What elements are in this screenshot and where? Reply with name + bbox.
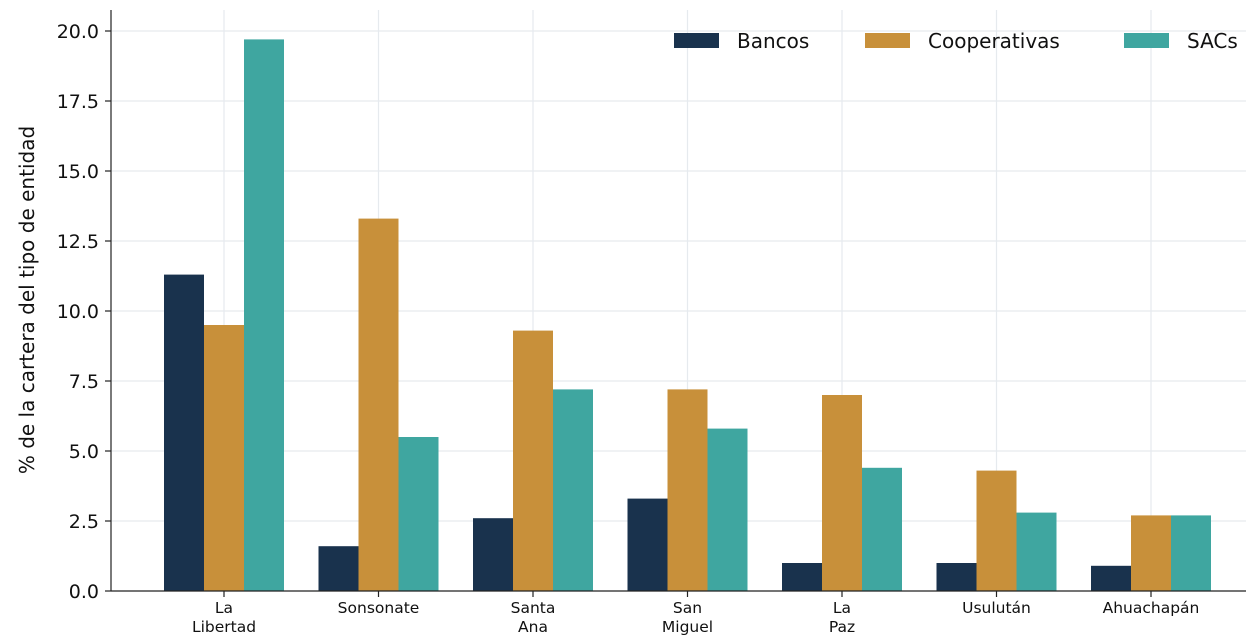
axes: 0.0 2.5 5.0 7.5 10.0 12.5 15.0 17.5 20.0 La Libert… xyxy=(57,10,1246,636)
y-tick-label: 20.0 xyxy=(57,21,99,43)
bar-cooperativas-4 xyxy=(822,395,862,591)
bar-bancos-1 xyxy=(318,546,359,591)
y-tick-label: 2.5 xyxy=(69,511,99,533)
bar-sacs-4 xyxy=(862,467,902,591)
bar-sacs-1 xyxy=(398,437,439,591)
bars xyxy=(164,39,1211,591)
bar-cooperativas-1 xyxy=(358,218,399,591)
bar-bancos-2 xyxy=(473,518,513,591)
legend-label-cooperativas: Cooperativas xyxy=(928,29,1060,53)
bar-cooperativas-3 xyxy=(667,389,708,591)
bar-cooperativas-0 xyxy=(204,325,244,591)
x-tick-label: La Libertad xyxy=(192,599,256,636)
bar-bancos-0 xyxy=(164,274,204,591)
bar-cooperativas-6 xyxy=(1131,515,1171,591)
legend-swatch-sacs xyxy=(1124,33,1169,48)
y-tick-label: 15.0 xyxy=(57,161,99,183)
x-tick-label: La Paz xyxy=(829,599,855,636)
y-tick-label: 7.5 xyxy=(69,371,99,393)
x-tick-label: Sonsonate xyxy=(338,599,420,617)
y-tick-label: 12.5 xyxy=(57,231,99,253)
bar-sacs-5 xyxy=(1016,512,1057,591)
y-tick-label: 0.0 xyxy=(69,581,99,603)
x-tick-label: San Miguel xyxy=(662,599,713,636)
y-tick-label: 5.0 xyxy=(69,441,99,463)
bar-bancos-3 xyxy=(627,498,668,591)
y-axis-title: % de la cartera del tipo de entidad xyxy=(15,126,39,474)
grid-lines xyxy=(111,10,1246,591)
x-tick-label: Usulután xyxy=(962,599,1031,617)
legend: Bancos Cooperativas SACs xyxy=(674,29,1238,53)
bar-sacs-3 xyxy=(707,428,748,591)
bar-bancos-4 xyxy=(782,563,822,591)
legend-swatch-cooperativas xyxy=(865,33,910,48)
legend-label-bancos: Bancos xyxy=(737,29,809,53)
bar-cooperativas-2 xyxy=(513,330,553,591)
bar-sacs-0 xyxy=(244,39,284,591)
bar-sacs-2 xyxy=(553,389,593,591)
legend-label-sacs: SACs xyxy=(1187,29,1238,53)
x-tick-label: Ahuachapán xyxy=(1103,599,1200,617)
y-tick-label: 17.5 xyxy=(57,91,99,113)
bar-sacs-6 xyxy=(1171,515,1211,591)
bar-bancos-6 xyxy=(1091,565,1131,591)
bar-bancos-5 xyxy=(936,563,977,591)
legend-swatch-bancos xyxy=(674,33,719,48)
y-tick-label: 10.0 xyxy=(57,301,99,323)
x-tick-label: Santa Ana xyxy=(511,599,556,636)
bar-cooperativas-5 xyxy=(976,470,1017,591)
